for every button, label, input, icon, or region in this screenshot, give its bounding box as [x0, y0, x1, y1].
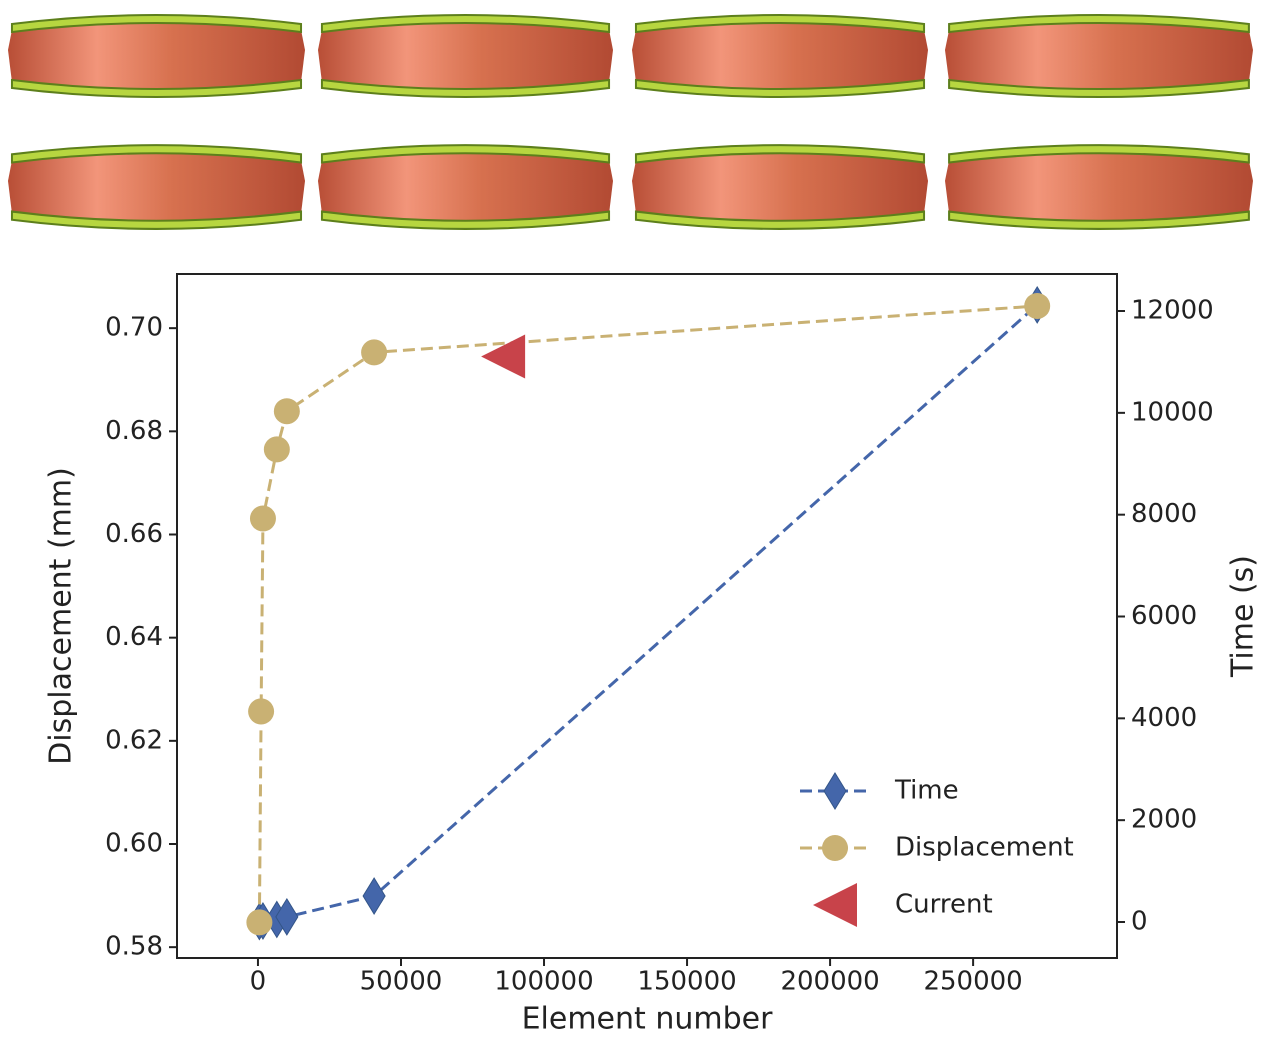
- y2-tick-label: 12000: [1131, 296, 1214, 326]
- figure: Element number Displacement (mm) Time (s…: [0, 0, 1261, 1036]
- legend-label: Time: [894, 776, 959, 806]
- mesh-render: [632, 15, 928, 97]
- y-tick-label: 0.66: [105, 519, 163, 549]
- y-tick-label: 0.64: [105, 622, 163, 652]
- series-line: [259, 306, 1037, 922]
- legend-label: Current: [895, 890, 993, 920]
- mesh-render: [945, 145, 1253, 229]
- mesh-render: [318, 15, 613, 97]
- marker: [248, 698, 274, 724]
- legend-marker: [813, 883, 857, 927]
- y2-tick-label: 8000: [1131, 499, 1197, 529]
- marker: [250, 506, 276, 532]
- marker: [264, 436, 290, 462]
- marker: [274, 398, 300, 424]
- legend-marker: [822, 835, 848, 861]
- x-tick-label: 200000: [780, 967, 879, 997]
- mesh-render: [318, 145, 613, 229]
- x-tick-label: 150000: [637, 967, 736, 997]
- x-tick-label: 100000: [494, 967, 593, 997]
- x-axis-label: Element number: [522, 1002, 773, 1037]
- legend-marker: [824, 773, 846, 809]
- mesh-render: [632, 145, 928, 229]
- y2-tick-label: 2000: [1131, 805, 1197, 835]
- y2-tick-label: 0: [1131, 907, 1148, 937]
- y2-tick-label: 6000: [1131, 601, 1197, 631]
- mesh-render: [8, 145, 305, 229]
- legend-label: Displacement: [895, 833, 1074, 863]
- series-line: [259, 305, 1037, 922]
- y-tick-label: 0.68: [105, 416, 163, 446]
- marker: [363, 878, 385, 914]
- x-tick-label: 250000: [923, 967, 1022, 997]
- mesh-render: [8, 15, 305, 97]
- y-tick-label: 0.60: [105, 829, 163, 859]
- marker: [361, 339, 387, 365]
- marker: [246, 909, 272, 935]
- y2-tick-label: 10000: [1131, 397, 1214, 427]
- y-tick-label: 0.62: [105, 725, 163, 755]
- y-tick-label: 0.58: [105, 932, 163, 962]
- x-tick-label: 50000: [360, 967, 443, 997]
- y2-axis-label: Time (s): [1226, 555, 1261, 678]
- marker: [1024, 293, 1050, 319]
- x-tick-label: 0: [250, 967, 267, 997]
- marker: [481, 335, 525, 379]
- y-tick-label: 0.70: [105, 313, 163, 343]
- mesh-render: [945, 15, 1253, 97]
- y-axis-label: Displacement (mm): [44, 467, 79, 765]
- y2-tick-label: 4000: [1131, 703, 1197, 733]
